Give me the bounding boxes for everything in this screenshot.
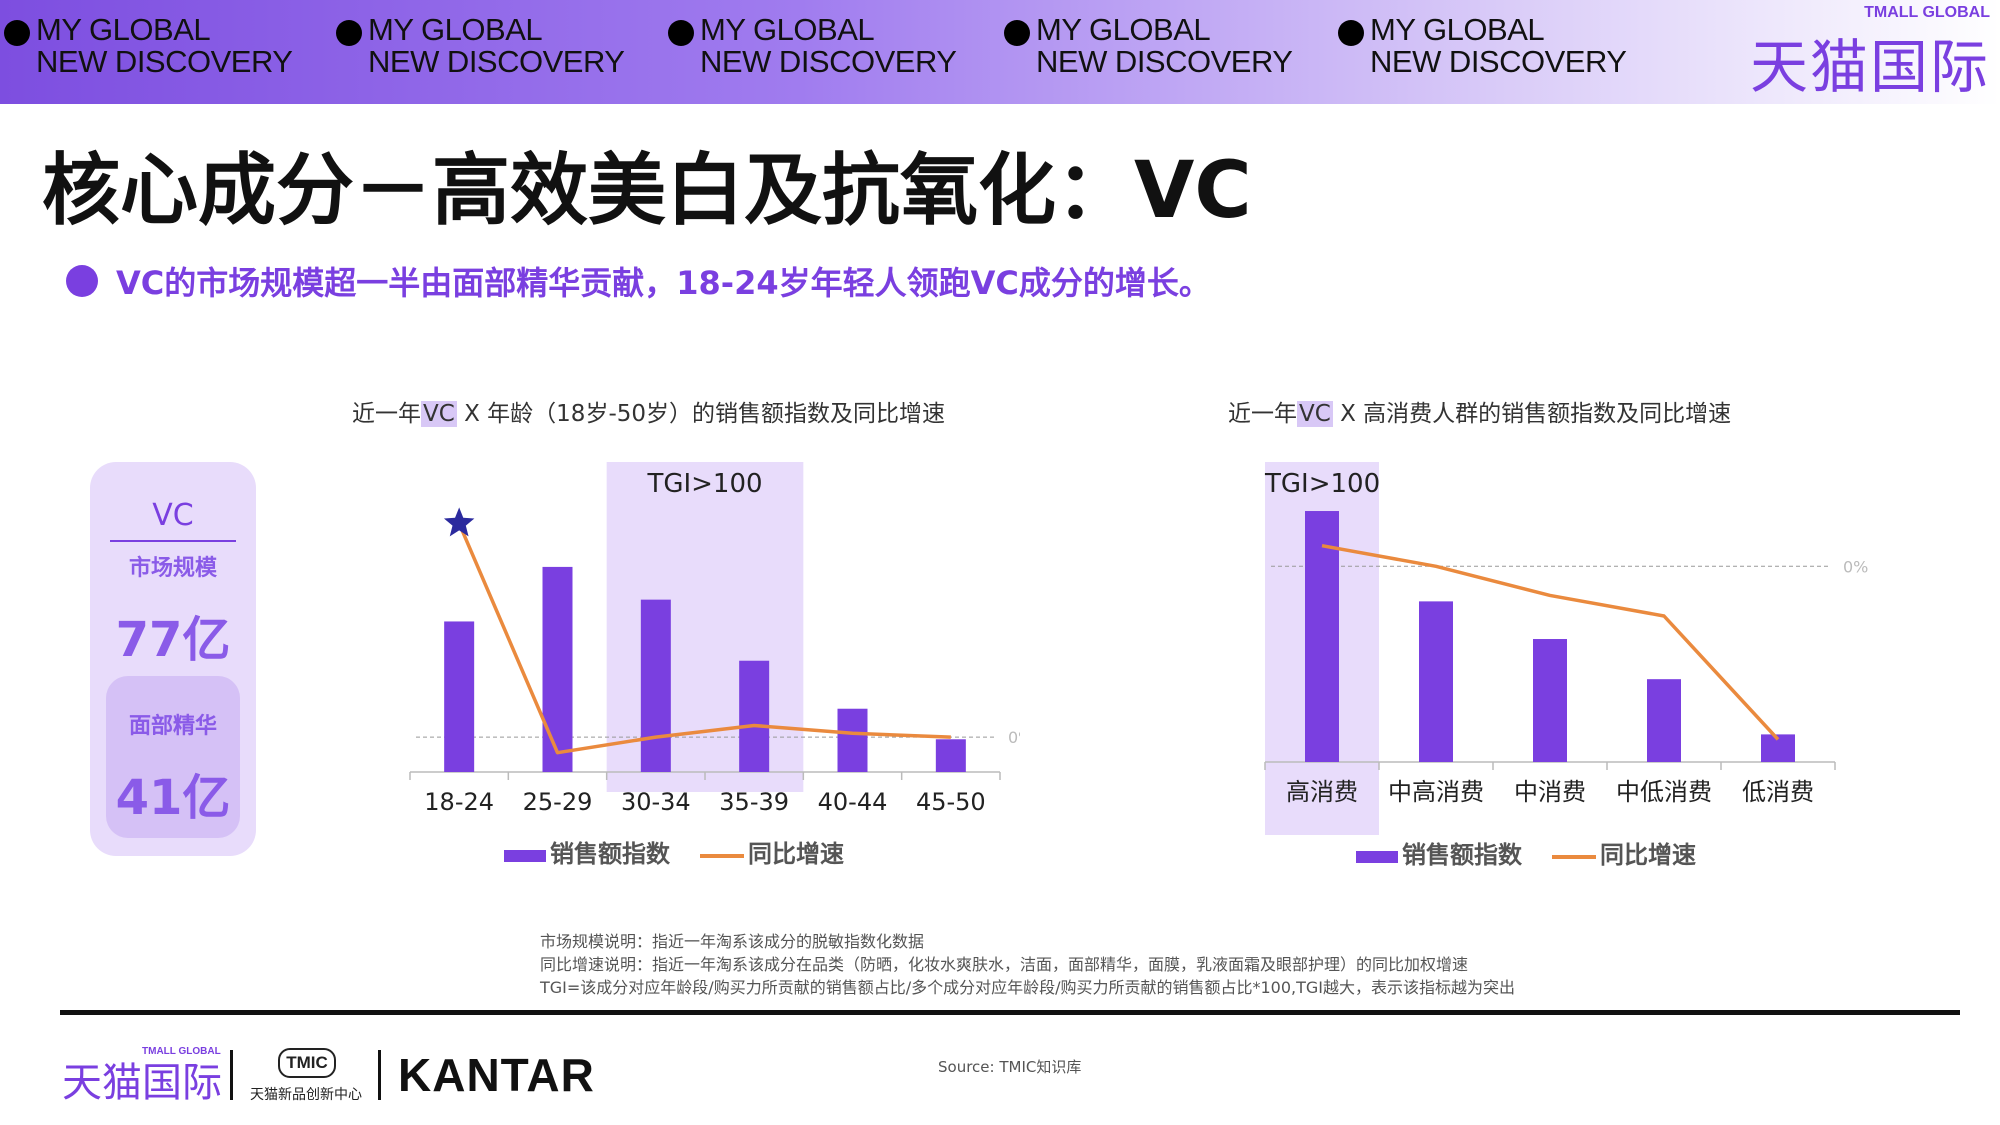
card-divider	[110, 540, 236, 542]
banner-line2: NEW DISCOVERY	[700, 44, 957, 79]
banner-item-4: MY GLOBAL NEW DISCOVERY	[1004, 12, 1293, 79]
banner-line2: NEW DISCOVERY	[368, 44, 625, 79]
market-size-value: 77亿	[115, 612, 231, 668]
chart1-title-pre: 近一年	[352, 401, 421, 427]
age-sales-chart: TGI>100 0% 18-24 25-29 30-34 35-39 40-44 45-50 销…	[409, 462, 1020, 868]
bar-sales-index	[542, 566, 573, 772]
market-size-label: 市场规模	[128, 556, 217, 581]
card-title: VC	[152, 498, 194, 533]
x-tick-label: 30-34	[621, 788, 691, 816]
banner-line1: MY GLOBAL	[700, 12, 875, 47]
bullet-dot-icon	[4, 20, 30, 46]
chart2-title: 近一年VC X 高消费人群的销售额指数及同比增速	[1228, 394, 1731, 428]
footer-brand-logo: 天猫国际	[62, 1060, 222, 1106]
notes: 市场规模说明：指近一年淘系该成分的脱敏指数化数据 同比增速说明：指近一年淘系该成…	[540, 930, 1515, 999]
bar-sales-index	[935, 739, 966, 772]
banner-line1: MY GLOBAL	[1036, 12, 1211, 47]
banner-item-3: MY GLOBAL NEW DISCOVERY	[668, 12, 957, 79]
line-yoy-growth	[1321, 543, 1780, 741]
banner-item-5: MY GLOBAL NEW DISCOVERY	[1338, 12, 1627, 79]
bullet-dot-icon	[668, 20, 694, 46]
legend-line-label: 同比增速	[748, 840, 844, 868]
serum-label: 面部精华	[128, 714, 217, 739]
banner-line2: NEW DISCOVERY	[1036, 44, 1293, 79]
x-tick-label: 40-44	[818, 788, 888, 816]
banner-item-2: MY GLOBAL NEW DISCOVERY	[336, 12, 625, 79]
bar-sales-index	[444, 621, 475, 772]
bar-sales-index	[1647, 679, 1681, 762]
note-1: 市场规模说明：指近一年淘系该成分的脱敏指数化数据	[540, 932, 925, 951]
tgi-label: TGI>100	[646, 469, 762, 499]
x-tick-label: 35-39	[719, 788, 789, 816]
line-yoy-growth	[457, 522, 951, 755]
market-size-card: VC 市场规模 77亿 面部精华 41亿	[90, 462, 256, 856]
brand-logo: 天猫国际	[1749, 33, 1990, 101]
banner-line1: MY GLOBAL	[1370, 12, 1545, 47]
bar-sales-index	[739, 660, 770, 772]
banner-item-1: MY GLOBAL NEW DISCOVERY	[4, 12, 293, 79]
x-tick-label: 45-50	[916, 788, 986, 816]
legend-bar-swatch	[1356, 851, 1398, 863]
page-title: 核心成分－高效美白及抗氧化：VC	[42, 146, 1252, 236]
tmic-subtitle: 天猫新品创新中心	[250, 1087, 362, 1103]
legend-bar-label: 销售额指数	[550, 840, 671, 868]
note-3: TGI=该成分对应年龄段/购买力所贡献的销售额占比/多个成分对应年龄段/购买力所…	[540, 978, 1515, 997]
bullet-dot-icon	[1004, 20, 1030, 46]
x-tick-label: 18-24	[424, 788, 494, 816]
x-tick-label: 中高消费	[1388, 778, 1484, 806]
legend-line-label: 同比增速	[1600, 841, 1696, 869]
tgi-highlight-band	[606, 462, 804, 792]
subtitle-row: VC的市场规模超一半由面部精华贡献，18-24岁年轻人领跑VC成分的增长。	[66, 258, 1211, 304]
star-icon	[443, 507, 475, 537]
x-tick-label: 中低消费	[1616, 778, 1712, 806]
banner-line2: NEW DISCOVERY	[36, 44, 293, 79]
serum-value: 41亿	[115, 770, 231, 826]
bar-sales-index	[640, 599, 671, 772]
subtitle: VC的市场规模超一半由面部精华贡献，18-24岁年轻人领跑VC成分的增长。	[116, 264, 1211, 302]
chart1-title-post: X 年龄（18岁-50岁）的销售额指数及同比增速	[456, 401, 946, 427]
legend-bar-swatch	[504, 850, 546, 862]
bullet-dot-icon	[66, 265, 98, 297]
banner-line1: MY GLOBAL	[36, 12, 211, 47]
tgi-label: TGI>100	[1264, 469, 1380, 499]
x-tick-label: 中消费	[1514, 778, 1586, 806]
note-2: 同比增速说明：指近一年淘系该成分在品类（防晒，化妆水爽肤水，洁面，面部精华，面膜…	[540, 955, 1469, 974]
chart2-title-post: X 高消费人群的销售额指数及同比增速	[1332, 401, 1732, 427]
footer-separator	[378, 1050, 381, 1100]
bullet-dot-icon	[1338, 20, 1364, 46]
bar-sales-index	[837, 708, 868, 772]
banner-line1: MY GLOBAL	[368, 12, 543, 47]
kantar-logo: KANTAR	[398, 1049, 595, 1101]
header-banner: MY GLOBAL NEW DISCOVERY MY GLOBAL NEW DI…	[0, 0, 2000, 104]
banner-line2: NEW DISCOVERY	[1370, 44, 1627, 79]
footer-brand-small: TMALL GLOBAL	[142, 1046, 221, 1057]
x-tick-label: 高消费	[1286, 778, 1358, 806]
x-tick-label: 低消费	[1742, 778, 1814, 806]
chart2-title-highlight: VC	[1297, 401, 1333, 427]
serum-subcard: 面部精华 41亿	[106, 676, 240, 838]
bullet-dot-icon	[336, 20, 362, 46]
bar-sales-index	[1305, 511, 1339, 762]
source-note: Source: TMIC知识库	[938, 1058, 1082, 1076]
zero-label: 0%	[1008, 728, 1020, 747]
footer-separator	[230, 1050, 233, 1100]
x-tick-label: 25-29	[523, 788, 593, 816]
bar-sales-index	[1419, 601, 1453, 762]
footer-divider	[60, 1010, 1960, 1015]
brand-small-label: TMALL GLOBAL	[1864, 4, 1990, 21]
tmic-logo: TMIC	[278, 1048, 336, 1078]
chart2-title-pre: 近一年	[1228, 401, 1297, 427]
chart1-title-highlight: VC	[421, 401, 457, 427]
zero-label: 0%	[1843, 557, 1868, 576]
chart1-title: 近一年VC X 年龄（18岁-50岁）的销售额指数及同比增速	[352, 394, 945, 428]
legend-bar-label: 销售额指数	[1402, 841, 1523, 869]
bar-sales-index	[1533, 639, 1567, 762]
